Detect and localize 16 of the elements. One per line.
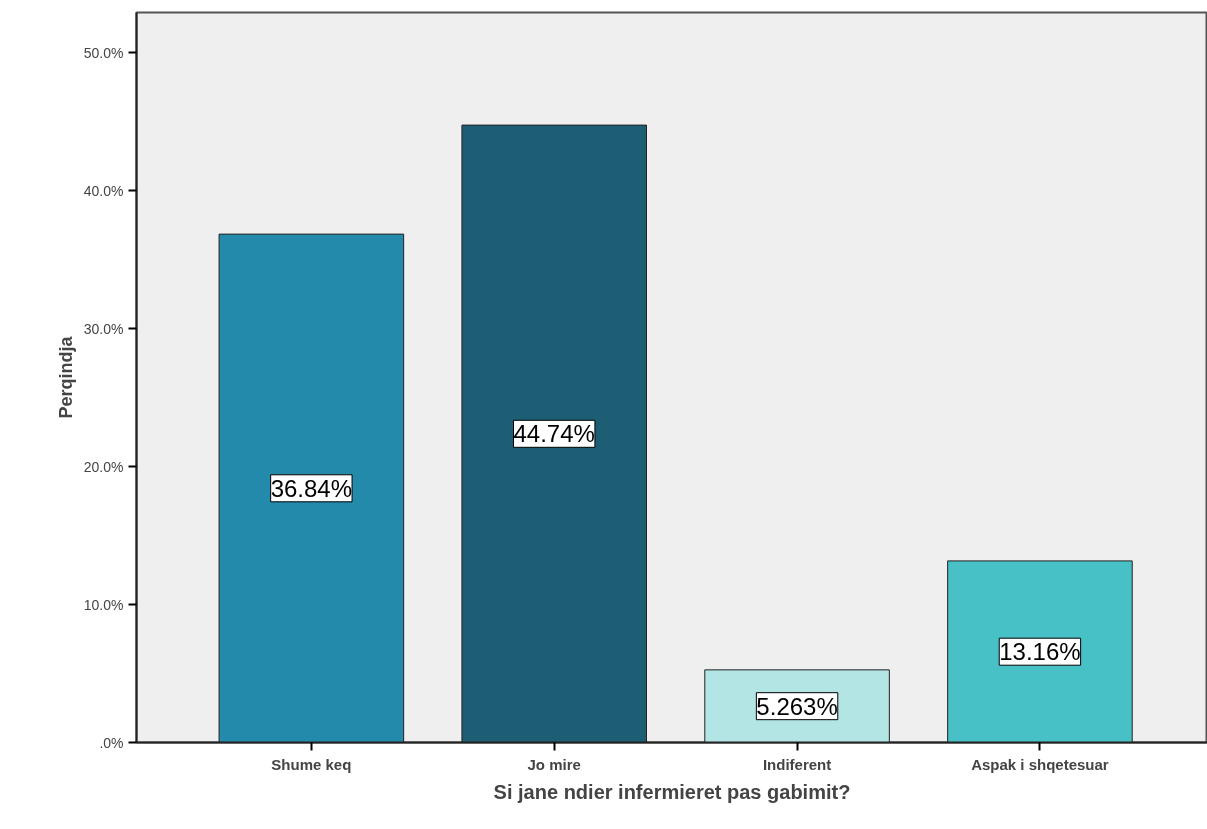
x-tick-label: Indiferent: [762, 755, 832, 773]
data-label: 36.84%: [270, 474, 353, 502]
y-tick-label: 40.0%: [83, 182, 124, 199]
y-tick-label: .0%: [99, 734, 124, 751]
x-tick-label: Shume keq: [271, 755, 352, 773]
y-tick-label: 10.0%: [83, 596, 124, 613]
x-axis-title: Si jane ndier infermieret pas gabimit?: [493, 780, 851, 803]
y-tick-label: 50.0%: [83, 44, 124, 61]
y-tick-label: 30.0%: [83, 320, 124, 337]
data-label: 13.16%: [999, 638, 1081, 666]
data-label: 5.263%: [756, 692, 838, 720]
x-tick-label: Aspak i shqetesuar: [971, 755, 1109, 773]
x-tick-label: Jo mire: [527, 755, 581, 773]
y-axis-title: Perqindja: [55, 335, 76, 419]
y-tick-label: 20.0%: [83, 458, 124, 475]
data-label: 44.74%: [513, 420, 595, 448]
